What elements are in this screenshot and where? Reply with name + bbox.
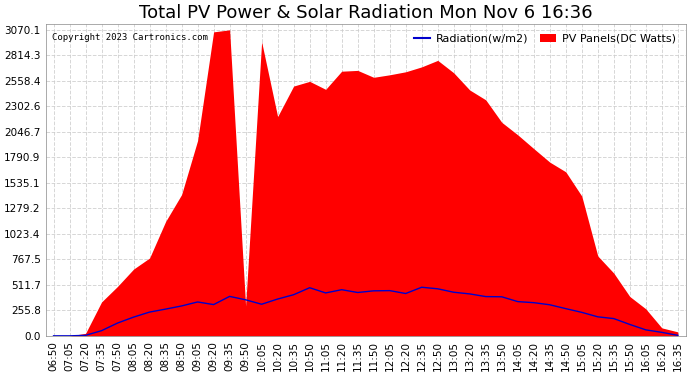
Text: Copyright 2023 Cartronics.com: Copyright 2023 Cartronics.com [52,33,208,42]
Legend: Radiation(w/m2), PV Panels(DC Watts): Radiation(w/m2), PV Panels(DC Watts) [409,29,680,48]
Title: Total PV Power & Solar Radiation Mon Nov 6 16:36: Total PV Power & Solar Radiation Mon Nov… [139,4,593,22]
